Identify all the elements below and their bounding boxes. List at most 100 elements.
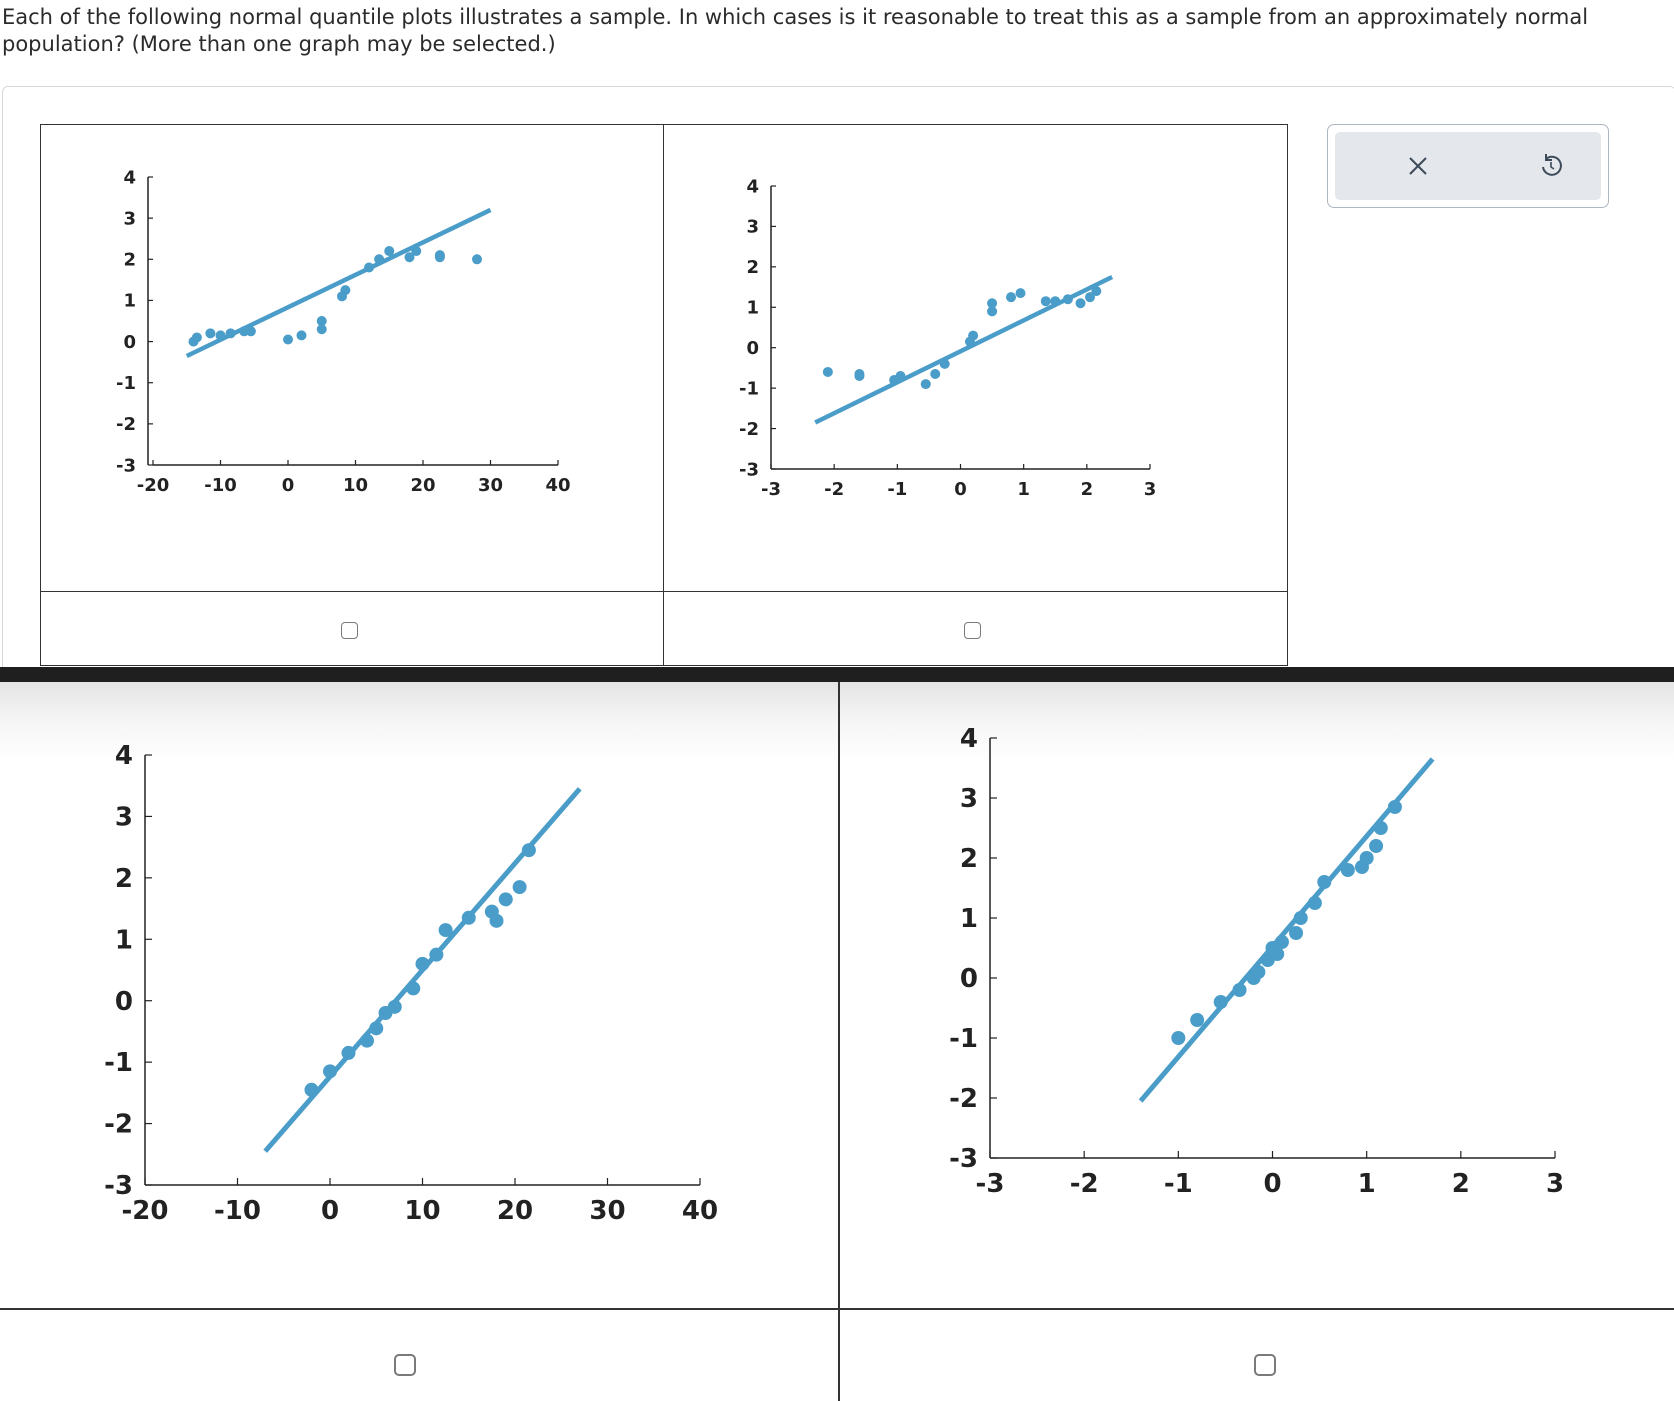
x-tick-label: 0 [1263, 1169, 1281, 1199]
checkbox-plot-d[interactable] [1254, 1354, 1276, 1376]
data-point [895, 371, 906, 382]
x-tick-label: -10 [204, 475, 237, 496]
data-point [316, 316, 327, 326]
data-point [1369, 839, 1384, 853]
y-tick-label: -2 [739, 419, 759, 440]
data-point [1040, 296, 1051, 307]
data-point [1006, 292, 1017, 303]
data-point [1251, 965, 1266, 979]
data-point [434, 252, 445, 263]
checkbox-plot-b[interactable] [964, 622, 981, 639]
data-point [987, 298, 998, 309]
data-point [1340, 863, 1355, 877]
data-point [225, 328, 236, 339]
y-tick-label: -2 [104, 1110, 133, 1140]
data-point [521, 843, 536, 858]
y-tick-label: 3 [123, 208, 136, 229]
data-point [406, 981, 421, 996]
data-point [1387, 800, 1402, 814]
data-point [369, 1021, 384, 1036]
bottom-divider-vertical [838, 682, 840, 1401]
y-tick-label: 0 [960, 964, 978, 994]
x-tick-label: -3 [976, 1169, 1005, 1199]
y-tick-label: 4 [123, 167, 136, 188]
x-tick-label: 10 [404, 1196, 440, 1226]
data-point [498, 892, 513, 907]
y-tick-label: 2 [123, 250, 136, 271]
data-point [1289, 926, 1304, 940]
data-point [404, 252, 415, 263]
x-tick-label: -3 [761, 479, 781, 500]
data-point [1359, 851, 1374, 865]
data-point [1190, 1013, 1205, 1027]
data-point [1293, 911, 1308, 925]
x-tick-label: 10 [343, 475, 368, 496]
data-point [1171, 1031, 1186, 1045]
x-tick-label: 0 [282, 475, 295, 496]
y-tick-label: 0 [746, 338, 759, 359]
close-icon [1409, 157, 1427, 175]
x-tick-label: 2 [1081, 479, 1094, 500]
x-tick-label: 0 [954, 479, 967, 500]
y-tick-label: -1 [739, 378, 759, 399]
x-tick-label: 2 [1452, 1169, 1470, 1199]
x-tick-label: 20 [410, 475, 435, 496]
x-tick-label: -20 [122, 1196, 169, 1226]
y-tick-label: 4 [960, 724, 978, 754]
data-point [384, 246, 395, 257]
data-point [930, 368, 941, 379]
x-tick-label: -1 [1164, 1169, 1193, 1199]
x-tick-label: -2 [1070, 1169, 1099, 1199]
y-tick-label: 2 [746, 257, 759, 278]
data-point [968, 330, 979, 341]
data-point [822, 366, 833, 377]
data-point [472, 254, 482, 265]
checkbox-plot-a[interactable] [341, 622, 358, 639]
data-point [1091, 286, 1102, 297]
clear-button[interactable] [1398, 146, 1438, 186]
y-tick-label: -2 [949, 1084, 978, 1114]
data-point [340, 285, 351, 296]
data-point [316, 324, 327, 335]
data-point [415, 956, 430, 971]
data-point [438, 923, 453, 938]
y-tick-label: 2 [960, 844, 978, 874]
x-tick-label: 1 [1358, 1169, 1376, 1199]
data-point [374, 254, 385, 265]
x-tick-label: 30 [589, 1196, 625, 1226]
data-point [341, 1045, 356, 1060]
reset-button[interactable] [1531, 146, 1571, 186]
data-point [323, 1064, 337, 1079]
data-point [296, 330, 307, 341]
data-point [360, 1033, 374, 1048]
y-tick-label: 3 [746, 217, 759, 238]
y-tick-label: -2 [116, 414, 136, 435]
data-point [304, 1082, 319, 1097]
y-tick-label: 1 [746, 298, 759, 319]
data-point [364, 262, 374, 273]
y-tick-label: -3 [116, 455, 136, 476]
y-tick-label: -3 [739, 459, 759, 480]
x-tick-label: 40 [545, 475, 570, 496]
grid-divider-horizontal [41, 591, 1287, 592]
x-tick-label: 0 [321, 1196, 339, 1226]
data-point [987, 306, 998, 317]
x-tick-label: 20 [497, 1196, 533, 1226]
y-tick-label: 2 [115, 864, 133, 894]
data-point [1317, 875, 1332, 889]
x-tick-label: -20 [137, 475, 170, 496]
data-point [1062, 294, 1073, 305]
x-tick-label: 3 [1144, 479, 1157, 500]
y-tick-label: 0 [115, 987, 133, 1017]
checkbox-plot-c[interactable] [394, 1354, 416, 1376]
y-tick-label: 1 [115, 925, 133, 955]
data-point [1015, 288, 1026, 299]
x-tick-label: 30 [478, 475, 503, 496]
data-point [1274, 935, 1289, 949]
y-tick-label: -3 [949, 1144, 978, 1174]
answer-toolbar [1327, 124, 1609, 208]
y-tick-label: 3 [960, 784, 978, 814]
quantile-plot-d: 4 3 2 1 0 -1 -2 -3-3 -2 -1 0 1 2 3 [949, 724, 1564, 1199]
